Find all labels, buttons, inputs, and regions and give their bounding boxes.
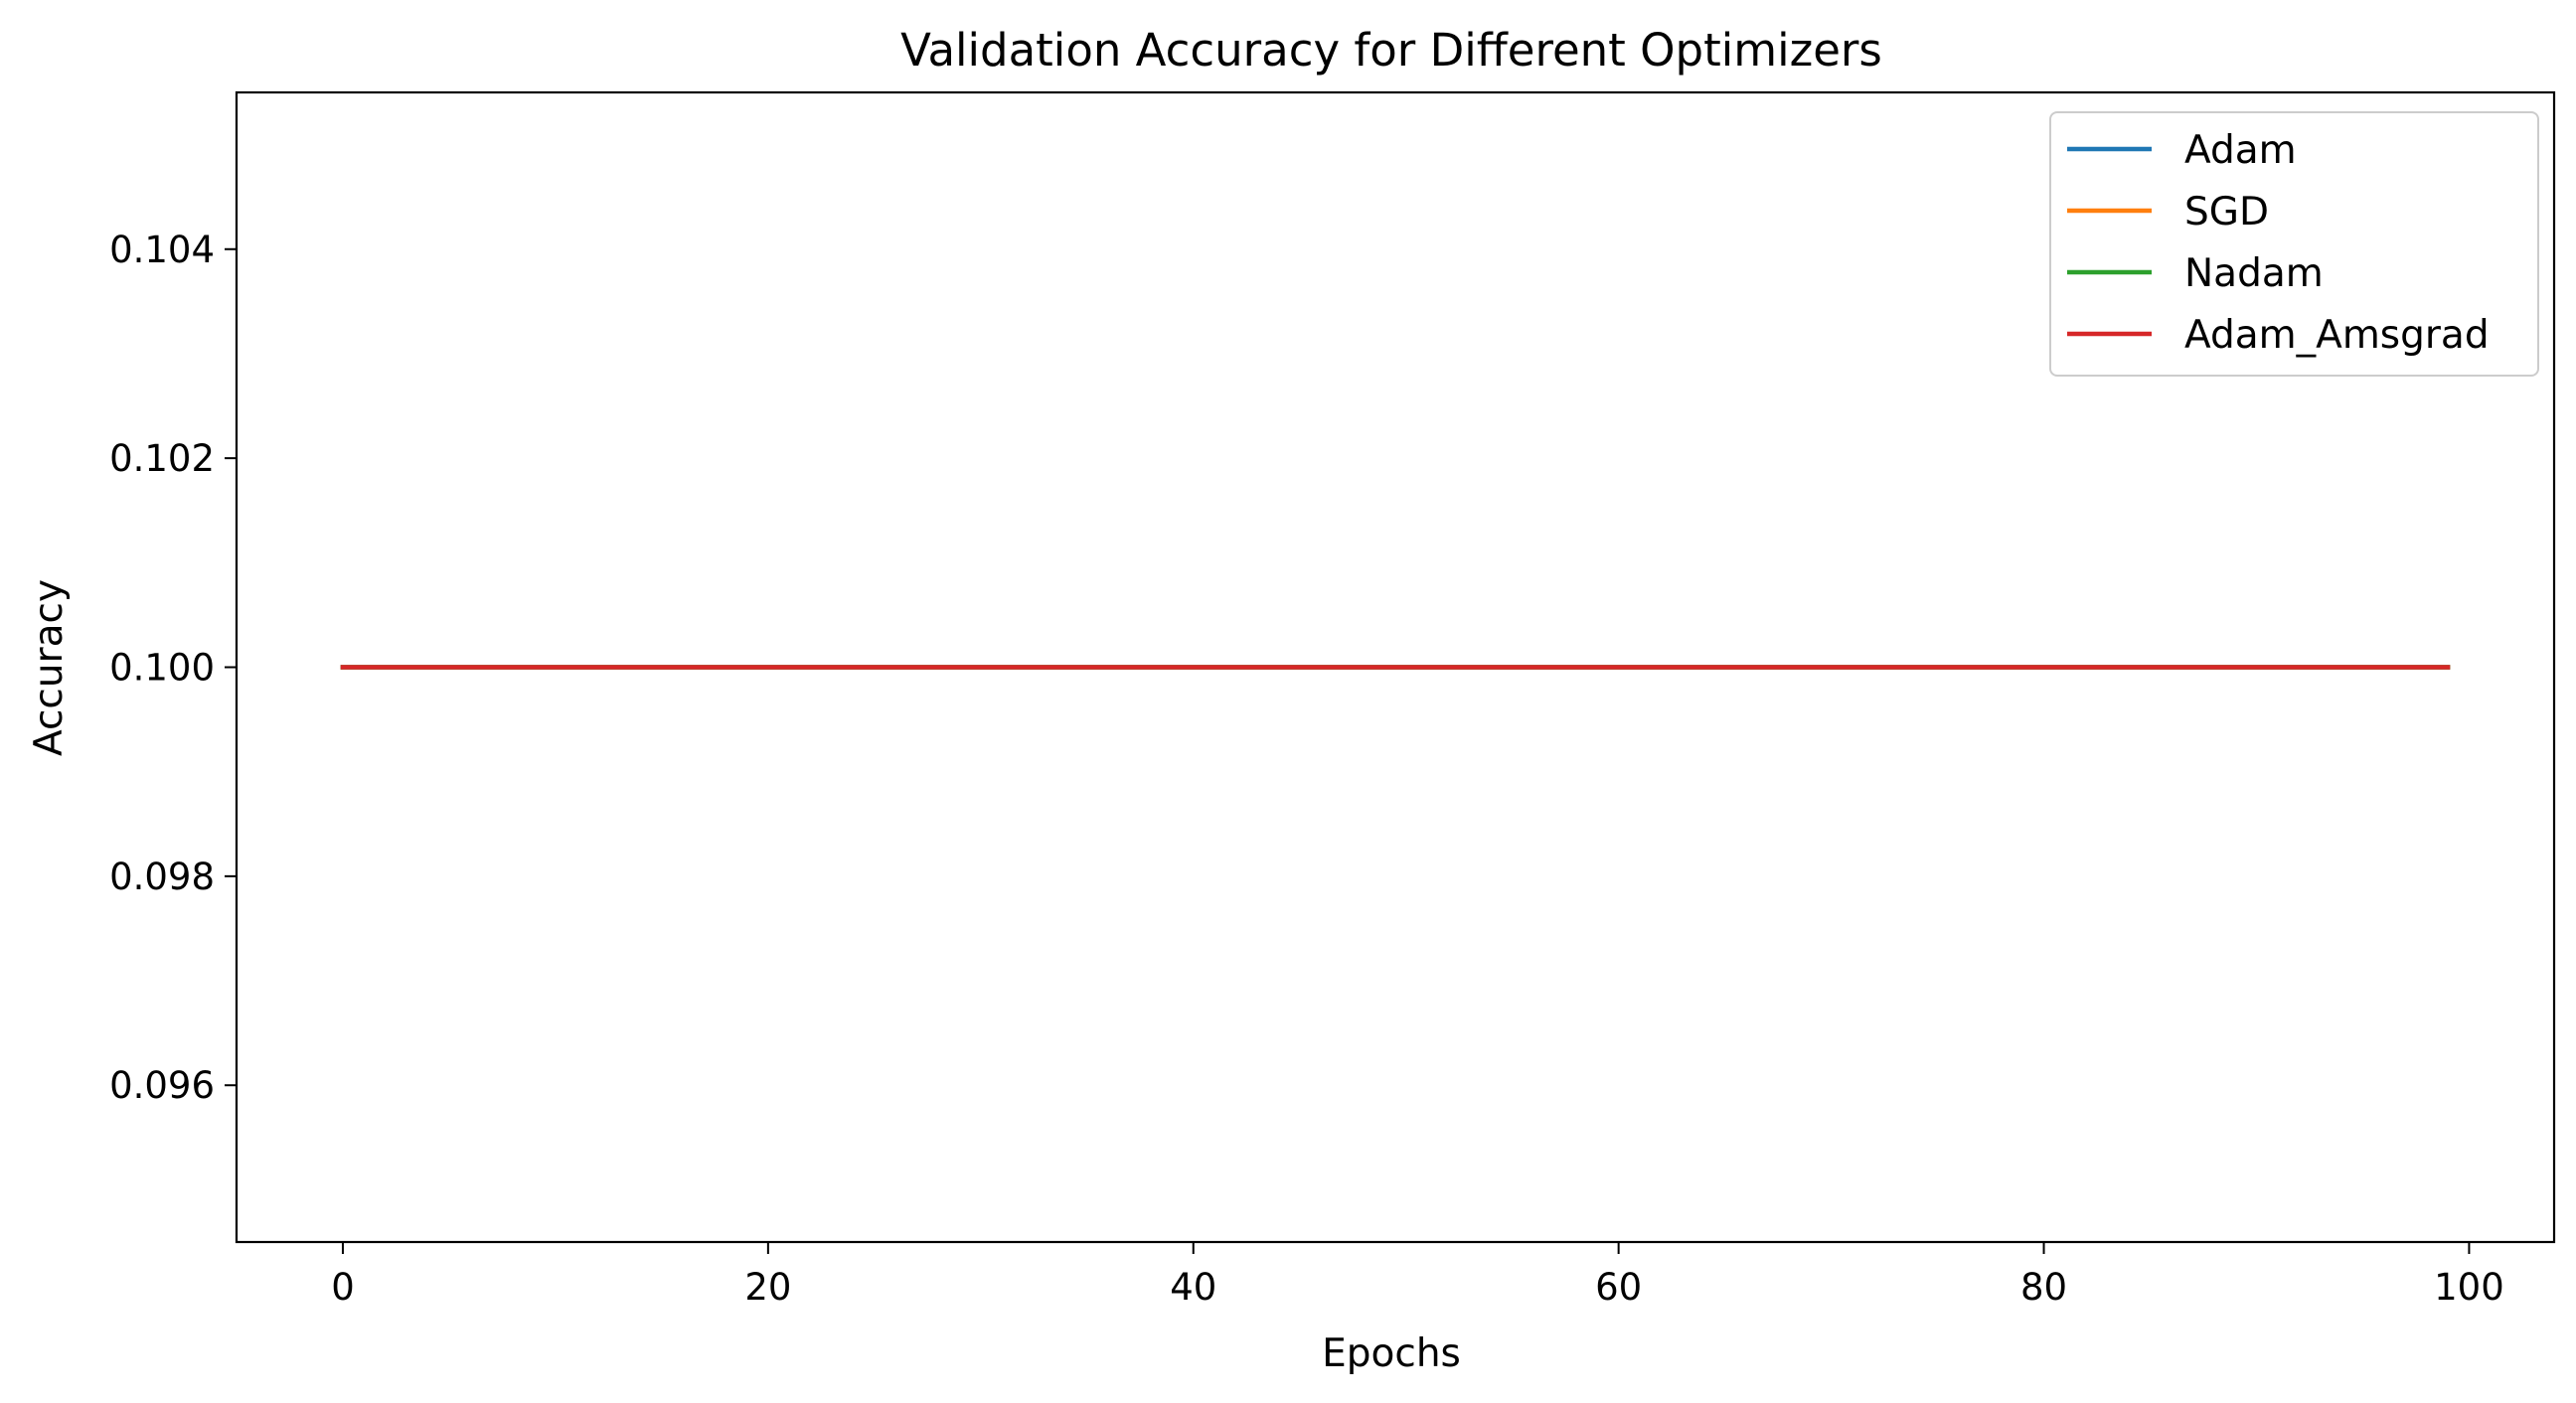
legend-label: SGD xyxy=(2184,190,2269,234)
legend-box xyxy=(2049,111,2539,377)
y-tick-label: 0.104 xyxy=(109,229,215,271)
legend-label: Nadam xyxy=(2184,251,2324,296)
y-axis-label: Accuracy xyxy=(27,579,72,756)
y-tick-label: 0.096 xyxy=(109,1064,215,1107)
y-tick-label: 0.098 xyxy=(109,856,215,898)
plot-area: 0 20 40 60 80 100 0.096 0.098 0.100 0.102 0.104 xyxy=(109,90,2556,1309)
y-tick-label: 0.102 xyxy=(109,437,215,480)
chart-title: Validation Accuracy for Different Optimi… xyxy=(900,24,1882,77)
x-tick-label: 40 xyxy=(1170,1266,1216,1309)
legend: Adam SGD Nadam Adam_Amsgrad xyxy=(2049,111,2539,377)
x-tick-label: 0 xyxy=(331,1266,355,1309)
legend-label: Adam xyxy=(2184,128,2297,173)
x-tick-label: 80 xyxy=(2020,1266,2067,1309)
x-tick-label: 60 xyxy=(1595,1266,1642,1309)
x-axis-label: Epochs xyxy=(1322,1331,1461,1376)
y-tick-label: 0.100 xyxy=(109,647,215,690)
x-tick-label: 20 xyxy=(744,1266,791,1309)
x-tick-label: 100 xyxy=(2434,1266,2504,1309)
legend-label: Adam_Amsgrad xyxy=(2184,313,2490,358)
